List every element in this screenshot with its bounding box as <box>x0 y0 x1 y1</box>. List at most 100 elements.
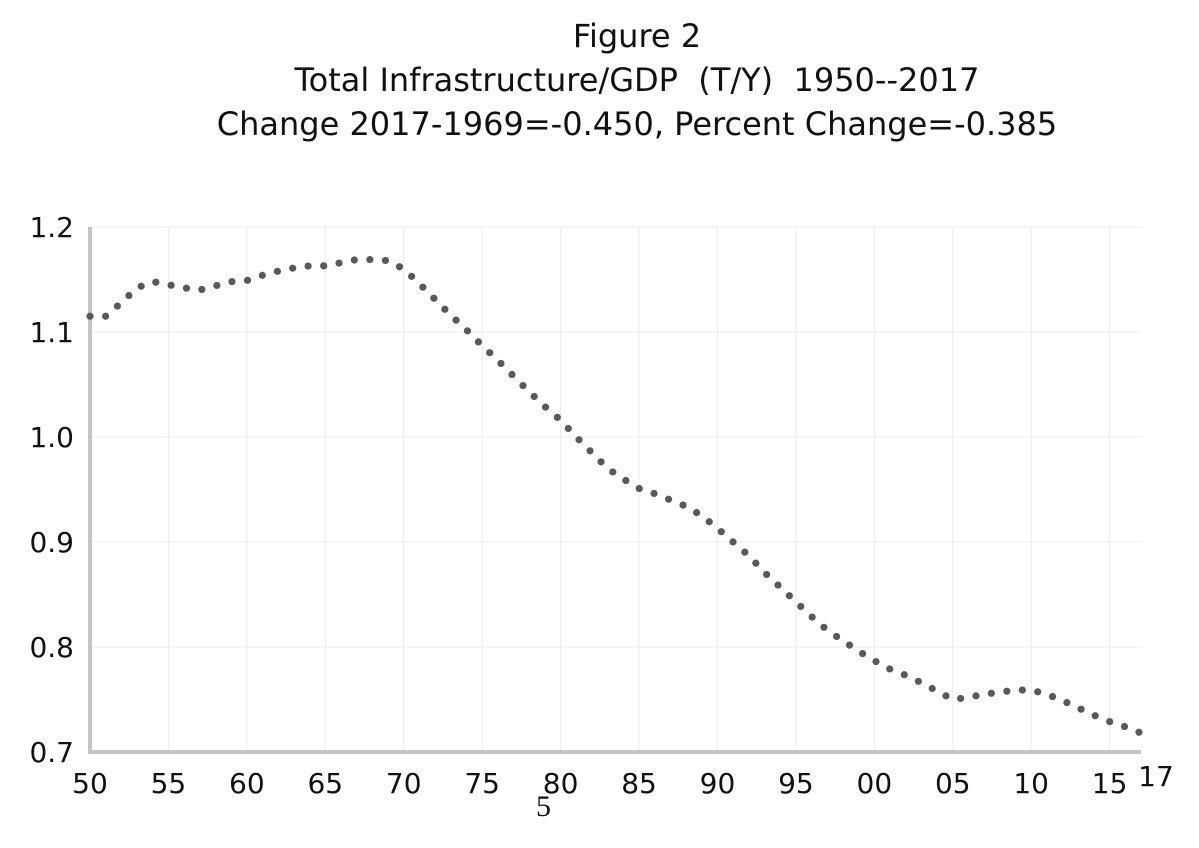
series-point <box>366 255 374 264</box>
series-point <box>928 684 936 693</box>
series-point <box>741 548 749 556</box>
x-tick-label: 10 <box>1013 767 1049 800</box>
series-point <box>408 272 416 280</box>
x-tick-label: 80 <box>543 767 579 800</box>
series-point <box>258 271 266 279</box>
axes <box>88 227 1141 754</box>
series-point <box>1077 705 1085 713</box>
y-tick-label: 1.1 <box>29 316 74 349</box>
series-point <box>664 495 673 503</box>
series-point <box>1018 686 1026 694</box>
series-point <box>541 403 550 411</box>
series-point <box>900 671 908 679</box>
series-point <box>650 489 658 498</box>
series-point <box>752 559 760 567</box>
series-point <box>785 592 793 600</box>
x-tick-label: 55 <box>151 767 187 800</box>
x-tick-label: 85 <box>621 767 657 800</box>
series-point <box>942 692 950 700</box>
series-point <box>729 538 737 546</box>
series-point <box>635 484 643 493</box>
series-point <box>972 692 980 700</box>
x-tick-label: 05 <box>935 767 971 800</box>
x-tick-label: 17 <box>1138 760 1174 793</box>
x-tick-label: 50 <box>72 767 108 800</box>
grid-lines <box>90 226 1141 752</box>
series-point <box>152 278 160 286</box>
series-point <box>609 468 617 476</box>
series-point <box>350 256 358 264</box>
series-point <box>213 281 221 290</box>
series-point <box>519 381 527 390</box>
tick-labels: 0.7 0.8 0.9 1.0 1.1 1.2 50 55 60 65 70 75 80 85 90 95 00… <box>29 211 1173 800</box>
series-point <box>832 632 841 641</box>
series-point <box>1003 687 1011 695</box>
series-point <box>102 312 110 320</box>
series-point <box>1106 717 1114 726</box>
chart-subtitle: Total Infrastructure/GDP (T/Y) 1950--201… <box>294 61 980 99</box>
series-point <box>987 689 995 697</box>
chart-title: Figure 2 <box>572 17 702 55</box>
series-point <box>137 282 145 290</box>
series-point <box>125 291 133 300</box>
series-point <box>474 338 483 346</box>
series-point <box>705 518 713 526</box>
series-point <box>335 259 343 267</box>
series-point <box>198 285 206 294</box>
series-point <box>320 262 328 270</box>
series-point <box>622 476 630 485</box>
series-point <box>497 359 505 368</box>
x-tick-label: 90 <box>700 767 736 800</box>
series-point <box>553 413 561 421</box>
series-point <box>86 312 94 320</box>
series-point <box>113 302 121 310</box>
x-tick-label: 65 <box>307 767 343 800</box>
series-point <box>957 694 965 703</box>
series-point <box>575 436 583 444</box>
series-point <box>381 256 390 265</box>
series-point <box>914 677 923 685</box>
series-point <box>1048 692 1057 701</box>
series-point <box>886 665 894 673</box>
y-tick-label: 1.2 <box>29 211 74 244</box>
series-point <box>859 649 867 658</box>
series-point <box>597 458 605 466</box>
series-point <box>486 349 494 357</box>
y-tick-label: 0.9 <box>29 526 74 559</box>
y-tick-label: 1.0 <box>29 421 74 454</box>
series-point <box>228 277 236 286</box>
x-tick-label: 60 <box>229 767 265 800</box>
series-point <box>430 294 438 302</box>
page-number: 5 <box>536 790 551 823</box>
series-point <box>508 370 516 379</box>
series-point <box>304 262 312 270</box>
chart-titles: Figure 2 Total Infrastructure/GDP (T/Y) … <box>0 14 1199 146</box>
series-point <box>1063 698 1071 707</box>
series-point <box>452 316 460 324</box>
series-point <box>717 528 725 536</box>
series-point <box>395 263 404 271</box>
series-point <box>530 392 538 401</box>
series-point <box>167 281 175 289</box>
series-point <box>1034 688 1042 696</box>
series-point <box>419 283 427 291</box>
series-point <box>679 501 687 509</box>
data-series <box>86 255 1143 736</box>
x-tick-label: 15 <box>1092 767 1128 800</box>
series-point <box>872 657 880 666</box>
series-point <box>1091 712 1099 720</box>
series-point <box>564 424 572 433</box>
chart-annotation: Change 2017-1969=-0.450, Percent Change=… <box>216 105 1058 143</box>
series-point <box>820 623 828 631</box>
series-point <box>289 264 297 272</box>
series-point <box>1120 722 1129 731</box>
x-tick-label: 00 <box>857 767 893 800</box>
series-point <box>808 613 816 621</box>
series-point <box>763 570 771 579</box>
series-point <box>441 305 449 313</box>
series-point <box>774 581 782 589</box>
series-point <box>243 276 252 284</box>
series-point <box>1135 728 1143 736</box>
x-tick-label: 95 <box>778 767 814 800</box>
